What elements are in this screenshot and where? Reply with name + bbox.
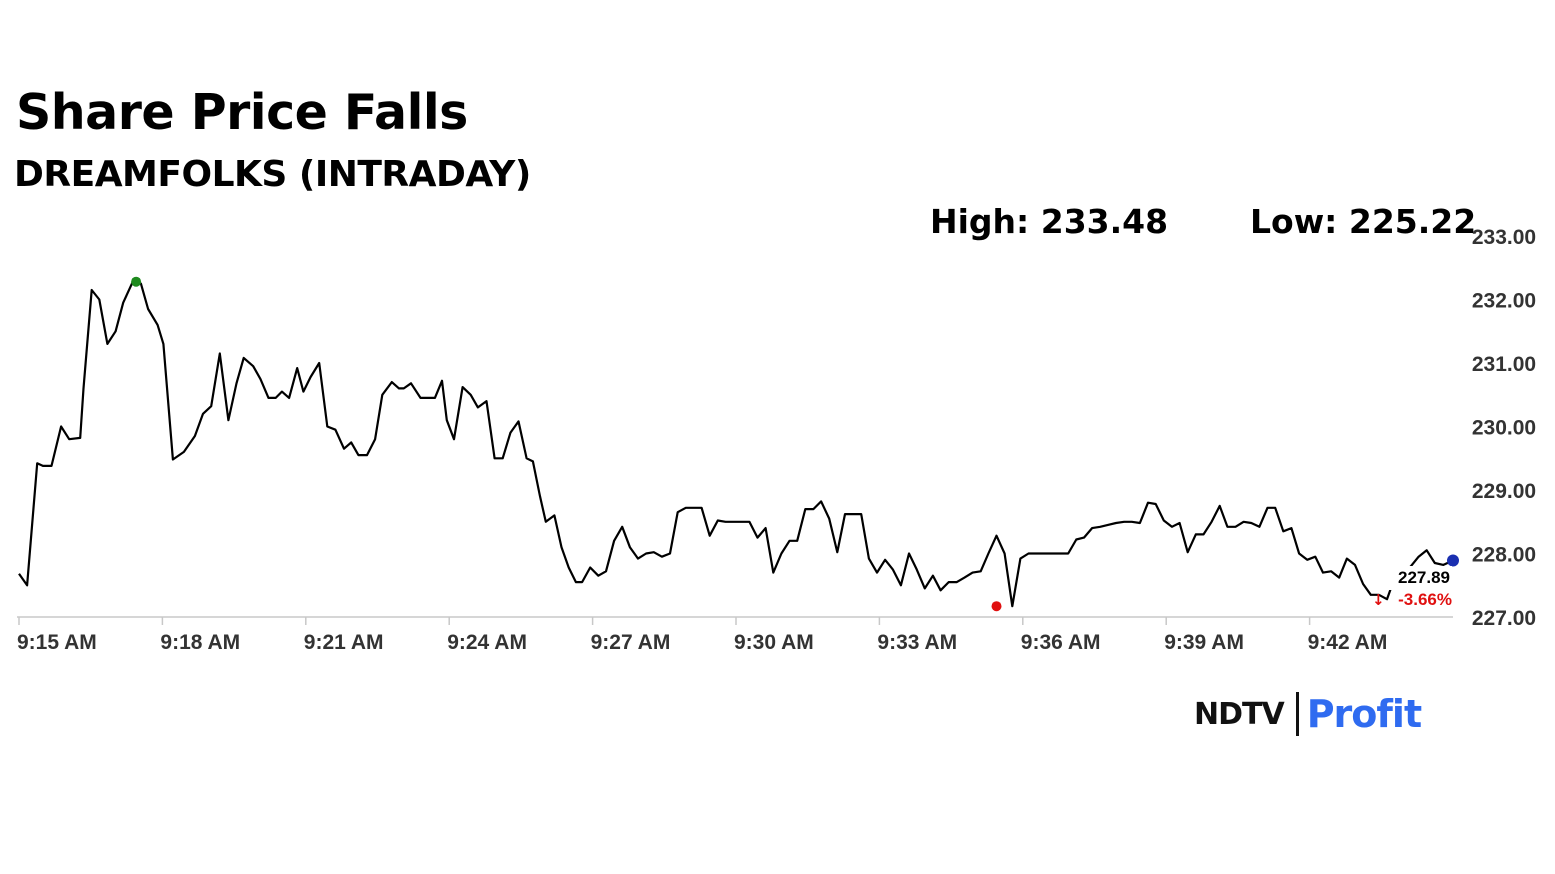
x-tick-label: 9:30 AM xyxy=(734,631,814,654)
high-price-label: High: 233.48 xyxy=(930,202,1169,241)
x-tick-label: 9:24 AM xyxy=(447,631,527,654)
y-tick-label: 233.00 xyxy=(1472,226,1536,249)
y-tick-label: 232.00 xyxy=(1472,290,1536,313)
x-axis: 9:15 AM 9:18 AM 9:21 AM 9:24 AM 9:27 AM 9:30 … xyxy=(17,616,1453,654)
last-point-marker xyxy=(1447,554,1459,567)
y-tick-label: 229.00 xyxy=(1472,480,1536,503)
series-line xyxy=(18,280,1454,608)
series-layer xyxy=(18,280,1454,608)
x-tick-label: 9:18 AM xyxy=(160,631,240,654)
high-point-marker xyxy=(131,276,142,287)
y-tick-label: 230.00 xyxy=(1472,417,1536,440)
last-price-value: 227.89 xyxy=(1398,568,1450,587)
x-tick-label: 9:33 AM xyxy=(877,631,957,654)
x-tick-label: 9:21 AM xyxy=(304,631,384,654)
low-price-label: Low: 225.22 xyxy=(1250,202,1477,241)
down-arrow-icon: ↓ xyxy=(1372,591,1385,609)
low-point-marker xyxy=(991,601,1002,612)
x-tick-label: 9:39 AM xyxy=(1164,631,1244,654)
markers xyxy=(131,276,1459,612)
y-tick-label: 227.00 xyxy=(1472,607,1536,630)
y-tick-label: 231.00 xyxy=(1472,353,1536,376)
y-axis: 233.00 232.00 231.00 230.00 229.00 228.00 227.… xyxy=(1472,226,1536,630)
logo-divider xyxy=(1295,692,1299,736)
brand-product: Profit xyxy=(1306,692,1422,736)
x-tick-label: 9:27 AM xyxy=(591,631,671,654)
brand-product-text: Profit xyxy=(1306,692,1422,736)
last-price-label-bg xyxy=(1382,566,1452,590)
y-tick-label: 228.00 xyxy=(1472,544,1536,567)
chart-title: Share Price Falls xyxy=(16,84,468,141)
last-price-label: 227.89 ↓ -3.66% xyxy=(1372,566,1452,609)
x-tick-label: 9:36 AM xyxy=(1021,631,1101,654)
x-tick-label: 9:15 AM xyxy=(17,631,97,654)
last-price-change: -3.66% xyxy=(1398,590,1452,609)
brand-name: NDTV xyxy=(1194,696,1285,732)
chart-subtitle: DREAMFOLKS (INTRADAY) xyxy=(14,154,531,195)
x-tick-label: 9:42 AM xyxy=(1308,631,1388,654)
ndtv-profit-logo: NDTV Profit xyxy=(1194,690,1422,738)
